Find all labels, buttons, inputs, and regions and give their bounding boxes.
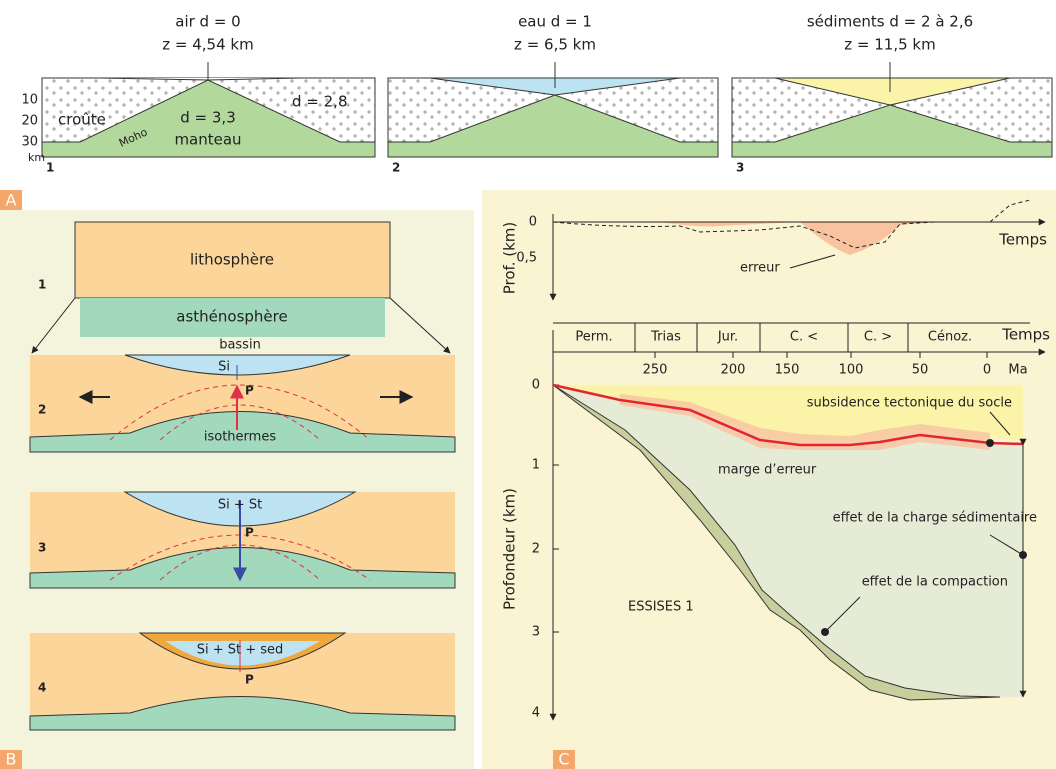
fill-label: Si + St + sed <box>197 643 284 658</box>
panel-label: A <box>6 191 17 210</box>
column-title: air d = 0 <box>175 13 240 31</box>
column-3 <box>732 62 1052 157</box>
column-depth: z = 4,54 km <box>162 36 253 54</box>
point-label: P <box>245 384 254 398</box>
column-depth: z = 6,5 km <box>514 36 596 54</box>
period: Perm. <box>575 330 612 345</box>
depth-tick: 20 <box>21 114 38 129</box>
stage-number: 3 <box>38 541 46 555</box>
period: Jur. <box>717 330 738 345</box>
fill-label: Si <box>218 360 230 375</box>
point-label: P <box>245 526 254 540</box>
crust-label: croûte <box>58 111 106 129</box>
y-label: Profondeur (km) <box>501 488 519 610</box>
y-tick: 2 <box>532 542 540 557</box>
asthenosphere-label: asthénosphère <box>176 308 287 326</box>
stage-number: 4 <box>38 681 46 695</box>
y-tick: 0,5 <box>516 251 537 266</box>
period: Cénoz. <box>928 330 972 345</box>
point-label: P <box>245 673 254 687</box>
depth-tick: 30 <box>21 135 38 150</box>
y-tick: 0 <box>529 215 537 230</box>
mantle-density: d = 3,3 <box>180 109 235 127</box>
panel-c: 0 0,5 Prof. (km) Temps erreur Perm. Tria… <box>482 190 1056 769</box>
x-tick: 150 <box>775 363 800 378</box>
column-title: eau d = 1 <box>518 13 592 31</box>
period: Trias <box>650 330 681 345</box>
column-number: 2 <box>392 161 400 175</box>
panel-b: 1 lithosphère asthénosphère 2 bassin Si … <box>0 210 474 769</box>
panel-label: C <box>558 750 569 769</box>
x-tick: 200 <box>721 363 746 378</box>
annotation: effet de la charge sédimentaire <box>833 511 1037 526</box>
annotation: erreur <box>740 261 780 276</box>
y-tick: 1 <box>532 458 540 473</box>
fill-label: Si + St <box>218 498 262 513</box>
panel-label: B <box>6 750 17 769</box>
column-depth: z = 11,5 km <box>844 36 935 54</box>
column-number: 1 <box>46 161 54 175</box>
column-2 <box>388 62 718 157</box>
point <box>986 439 994 447</box>
basin-label: bassin <box>219 338 261 353</box>
x-tick: 250 <box>643 363 668 378</box>
period: C. > <box>864 330 892 345</box>
column-number: 3 <box>736 161 744 175</box>
y-tick: 3 <box>532 625 540 640</box>
isotherms-label: isothermes <box>204 430 276 445</box>
y-tick: 0 <box>532 378 540 393</box>
column-title: sédiments d = 2 à 2,6 <box>807 13 973 31</box>
crust-density: d = 2,8 <box>292 93 347 111</box>
annotation: ESSISES 1 <box>628 600 694 615</box>
lithosphere-label: lithosphère <box>190 251 274 269</box>
mantle-label: manteau <box>174 131 241 149</box>
x-label: Temps <box>998 231 1047 249</box>
depth-tick: 10 <box>21 93 38 108</box>
annotation: subsidence tectonique du socle <box>807 396 1012 411</box>
depth-unit: km <box>28 151 45 164</box>
stage-number: 2 <box>38 403 46 417</box>
x-tick: 100 <box>839 363 864 378</box>
figure: air d = 0 z = 4,54 km eau d = 1 z = 6,5 … <box>0 0 1056 769</box>
annotation: effet de la compaction <box>862 575 1008 590</box>
x-tick: 50 <box>912 363 929 378</box>
x-label: Temps <box>1001 326 1050 344</box>
panel-a: air d = 0 z = 4,54 km eau d = 1 z = 6,5 … <box>0 13 1052 211</box>
x-tick: 0 <box>983 363 991 378</box>
y-tick: 4 <box>532 706 540 721</box>
stage-number: 1 <box>38 278 46 292</box>
y-label: Prof. (km) <box>501 222 519 295</box>
x-unit: Ma <box>1008 363 1027 378</box>
period: C. < <box>790 330 818 345</box>
annotation: marge d’erreur <box>718 463 817 478</box>
